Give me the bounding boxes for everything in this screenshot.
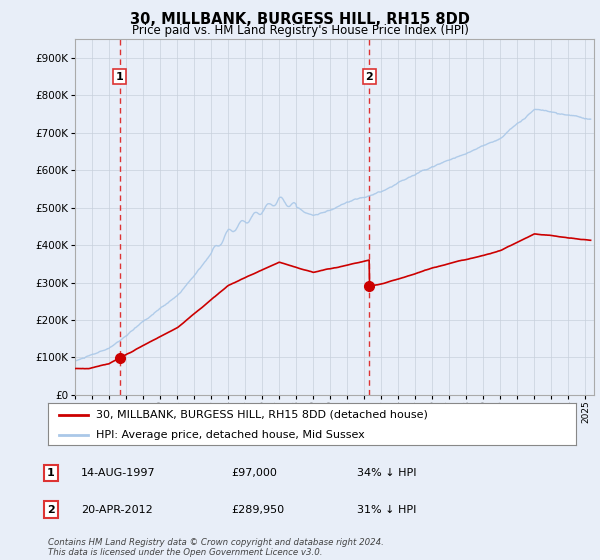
Text: 20-APR-2012: 20-APR-2012 bbox=[81, 505, 153, 515]
Text: 1: 1 bbox=[47, 468, 55, 478]
Text: £289,950: £289,950 bbox=[231, 505, 284, 515]
Text: 30, MILLBANK, BURGESS HILL, RH15 8DD (detached house): 30, MILLBANK, BURGESS HILL, RH15 8DD (de… bbox=[95, 410, 427, 420]
Text: 30, MILLBANK, BURGESS HILL, RH15 8DD: 30, MILLBANK, BURGESS HILL, RH15 8DD bbox=[130, 12, 470, 27]
Text: Price paid vs. HM Land Registry's House Price Index (HPI): Price paid vs. HM Land Registry's House … bbox=[131, 24, 469, 36]
Text: Contains HM Land Registry data © Crown copyright and database right 2024.
This d: Contains HM Land Registry data © Crown c… bbox=[48, 538, 384, 557]
Text: 34% ↓ HPI: 34% ↓ HPI bbox=[357, 468, 416, 478]
Text: HPI: Average price, detached house, Mid Sussex: HPI: Average price, detached house, Mid … bbox=[95, 430, 364, 440]
Text: 31% ↓ HPI: 31% ↓ HPI bbox=[357, 505, 416, 515]
Text: 14-AUG-1997: 14-AUG-1997 bbox=[81, 468, 155, 478]
Text: 2: 2 bbox=[365, 72, 373, 82]
Text: 2: 2 bbox=[47, 505, 55, 515]
Text: 1: 1 bbox=[116, 72, 124, 82]
Text: £97,000: £97,000 bbox=[231, 468, 277, 478]
